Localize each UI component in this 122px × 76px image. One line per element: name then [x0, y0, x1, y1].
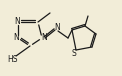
Text: N: N	[13, 34, 19, 42]
Text: HS: HS	[7, 54, 17, 64]
Text: N: N	[14, 17, 20, 27]
Text: S: S	[72, 49, 76, 59]
Text: N: N	[41, 34, 47, 42]
Text: N: N	[54, 23, 60, 33]
